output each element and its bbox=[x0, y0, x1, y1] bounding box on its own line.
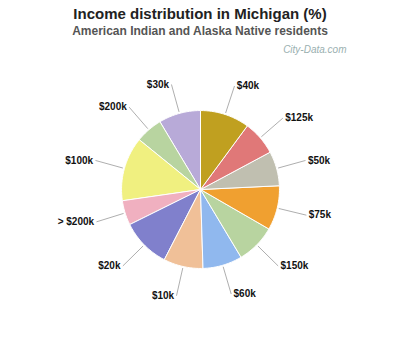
svg-text:$200k: $200k bbox=[99, 101, 127, 112]
svg-text:$30k: $30k bbox=[147, 79, 170, 90]
svg-text:$50k: $50k bbox=[308, 155, 331, 166]
svg-text:> $200k: > $200k bbox=[58, 216, 95, 227]
svg-text:City-Data.com: City-Data.com bbox=[283, 44, 346, 55]
svg-text:$60k: $60k bbox=[234, 288, 257, 299]
svg-text:$40k: $40k bbox=[237, 80, 260, 91]
html-text:Income distribution in Michiga: Income distribution in Michigan (%) bbox=[73, 5, 327, 22]
svg-text:$125k: $125k bbox=[285, 112, 313, 123]
svg-text:$100k: $100k bbox=[65, 155, 93, 166]
svg-text:$10k: $10k bbox=[152, 290, 175, 301]
svg-text:$20k: $20k bbox=[98, 260, 121, 271]
svg-text:$75k: $75k bbox=[309, 209, 332, 220]
html-text:American Indian and Alaska Nat: American Indian and Alaska Native reside… bbox=[72, 24, 328, 38]
svg-text:$150k: $150k bbox=[281, 260, 309, 271]
